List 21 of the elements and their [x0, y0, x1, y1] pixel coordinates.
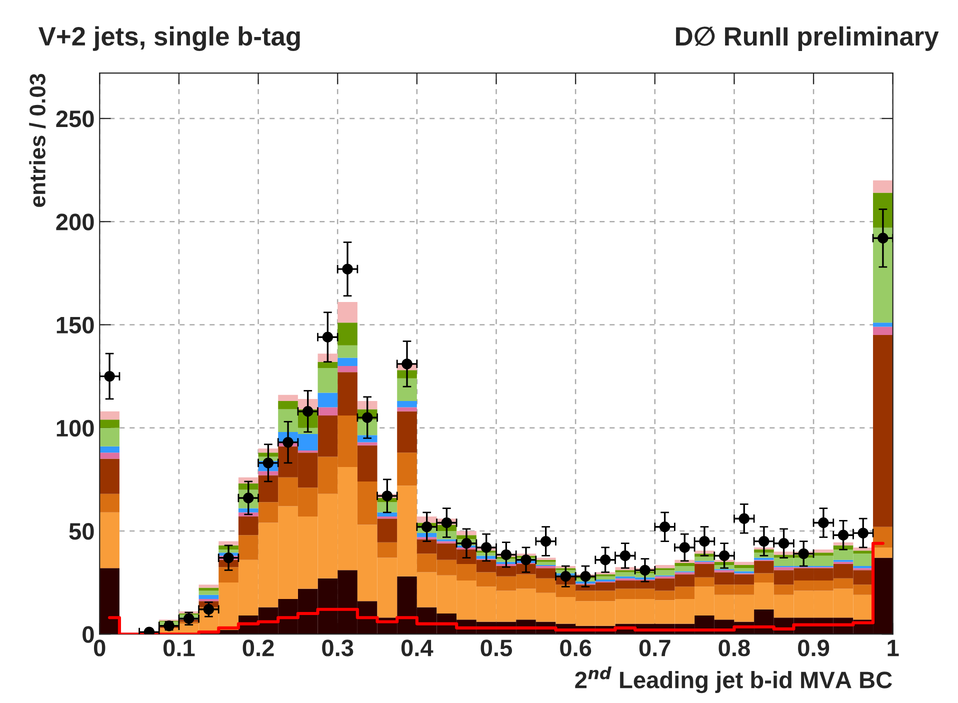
chart-title: V+2 jets, single b-tag — [38, 26, 300, 52]
y-axis-title: entries / 0.03 — [29, 74, 46, 207]
x-tick-label: 0.8 — [718, 640, 750, 656]
y-tick-label: 100 — [56, 420, 94, 437]
x-tick-label: 0.5 — [480, 640, 512, 656]
x-tick-label: 1 — [888, 640, 899, 656]
y-tick-label: 0 — [82, 626, 94, 643]
x-tick-label: 0.1 — [163, 640, 195, 656]
y-tick-label: 200 — [56, 214, 94, 230]
y-tick-label: 50 — [69, 523, 94, 540]
x-tick-label: 0.4 — [401, 640, 434, 656]
text: D∅ RunII preliminary — [676, 26, 939, 51]
x-axis-title: 2$^{nd}$ Leading jet b-id MVA BC — [575, 666, 892, 694]
x-tick-label: 0.9 — [798, 640, 830, 656]
x-tick-label: 0.3 — [322, 640, 354, 656]
y-tick-label: 250 — [56, 110, 94, 128]
x-tick-label: 0.7 — [639, 640, 670, 656]
x-tick-label: 0.6 — [560, 640, 592, 656]
x-tick-label: 0.2 — [242, 640, 274, 656]
x-tick-label: 0 — [94, 640, 106, 656]
y-tick-label: 150 — [56, 316, 94, 334]
